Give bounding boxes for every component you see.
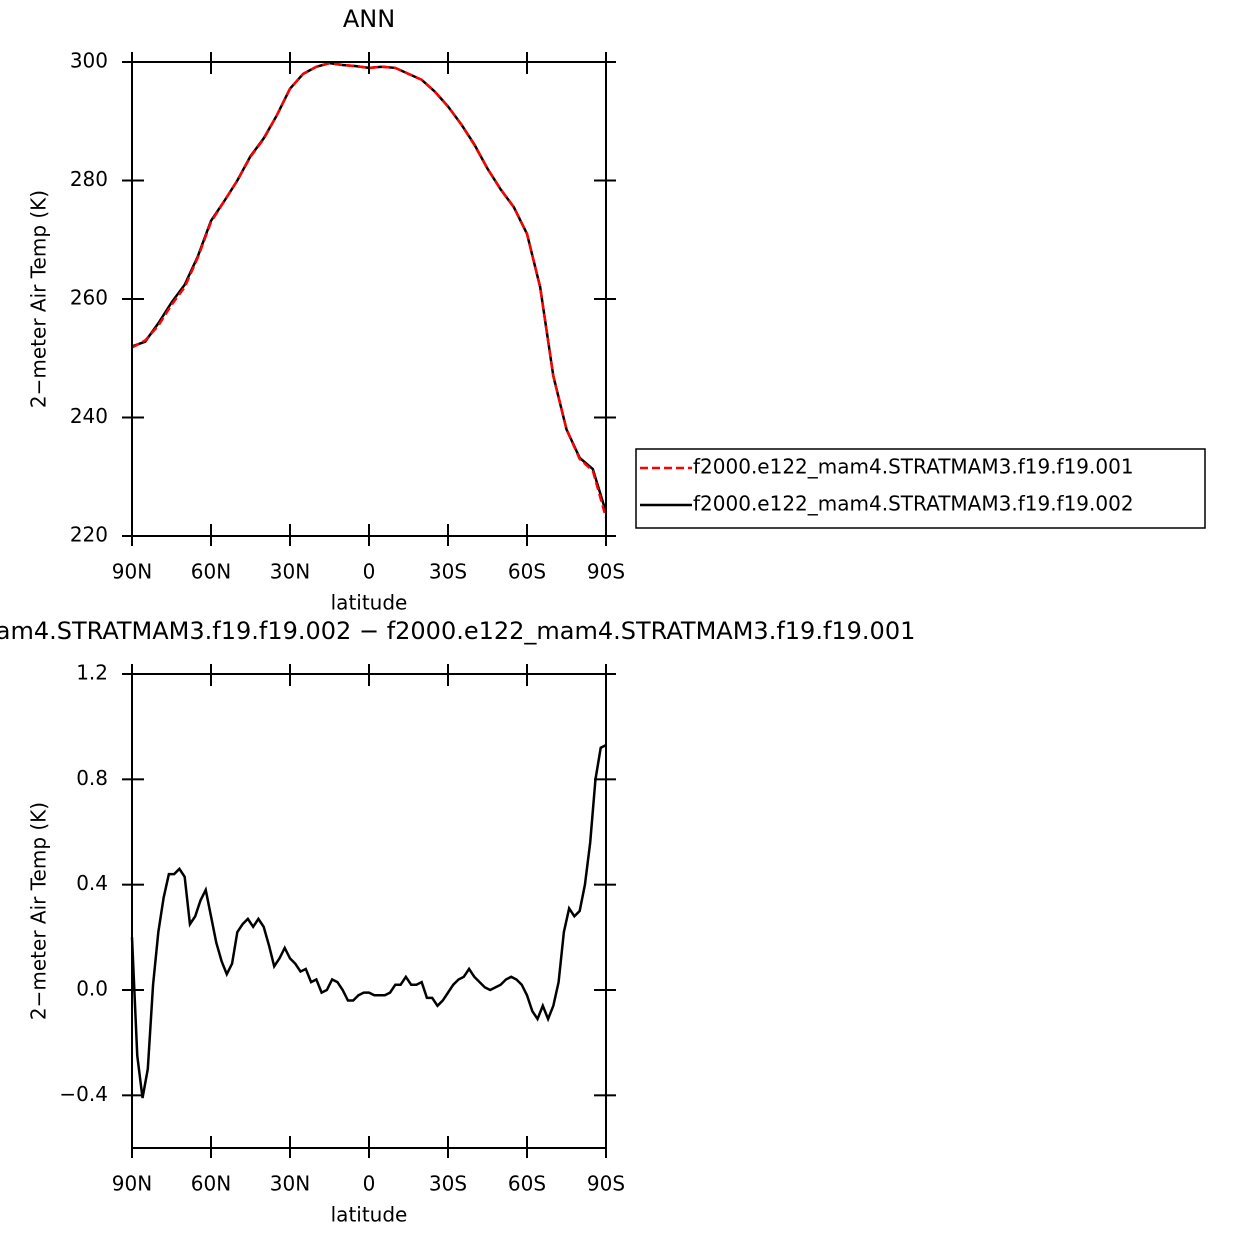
x-tick-label: 30S xyxy=(429,1172,467,1196)
x-tick-label: 60S xyxy=(508,1172,546,1196)
x-tick-label: 30N xyxy=(270,560,310,584)
x-tick-label: 30S xyxy=(429,560,467,584)
y-tick-label: 220 xyxy=(70,523,108,547)
y-tick-label: 260 xyxy=(70,286,108,310)
x-tick-label: 90S xyxy=(587,560,625,584)
data-line xyxy=(131,61,608,518)
y-tick-label: −0.4 xyxy=(59,1082,108,1106)
x-tick-label: 90N xyxy=(112,560,152,584)
y-tick-label: 240 xyxy=(70,404,108,428)
chart-title: ANN xyxy=(343,5,395,33)
y-tick-label: 300 xyxy=(70,49,108,73)
x-tick-label: 30N xyxy=(270,1172,310,1196)
chart-title: f2000.e122_mam4.STRATMAM3.f19.f19.002 − … xyxy=(0,617,915,645)
y-axis-label: 2−meter Air Temp (K) xyxy=(27,190,51,408)
y-tick-label: 0.0 xyxy=(76,977,108,1001)
data-line xyxy=(131,61,608,513)
legend-label: f2000.e122_mam4.STRATMAM3.f19.f19.002 xyxy=(693,492,1134,516)
x-axis-label: latitude xyxy=(331,1203,408,1227)
y-axis-label: 2−meter Air Temp (K) xyxy=(27,802,51,1020)
legend-label: f2000.e122_mam4.STRATMAM3.f19.f19.001 xyxy=(693,455,1134,479)
y-tick-label: 280 xyxy=(70,167,108,191)
x-tick-label: 0 xyxy=(363,1172,376,1196)
x-axis-label: latitude xyxy=(331,591,408,615)
y-tick-label: 1.2 xyxy=(76,661,108,685)
x-tick-label: 60S xyxy=(508,560,546,584)
x-tick-label: 60N xyxy=(191,1172,231,1196)
data-line xyxy=(130,743,607,1099)
x-tick-label: 60N xyxy=(191,560,231,584)
y-tick-label: 0.8 xyxy=(76,766,108,790)
x-tick-label: 90S xyxy=(587,1172,625,1196)
plot-frame xyxy=(131,673,607,1149)
legend-box xyxy=(635,448,1206,529)
x-tick-label: 90N xyxy=(112,1172,152,1196)
x-tick-label: 0 xyxy=(363,560,376,584)
plot-frame xyxy=(131,61,607,537)
y-tick-label: 0.4 xyxy=(76,871,108,895)
